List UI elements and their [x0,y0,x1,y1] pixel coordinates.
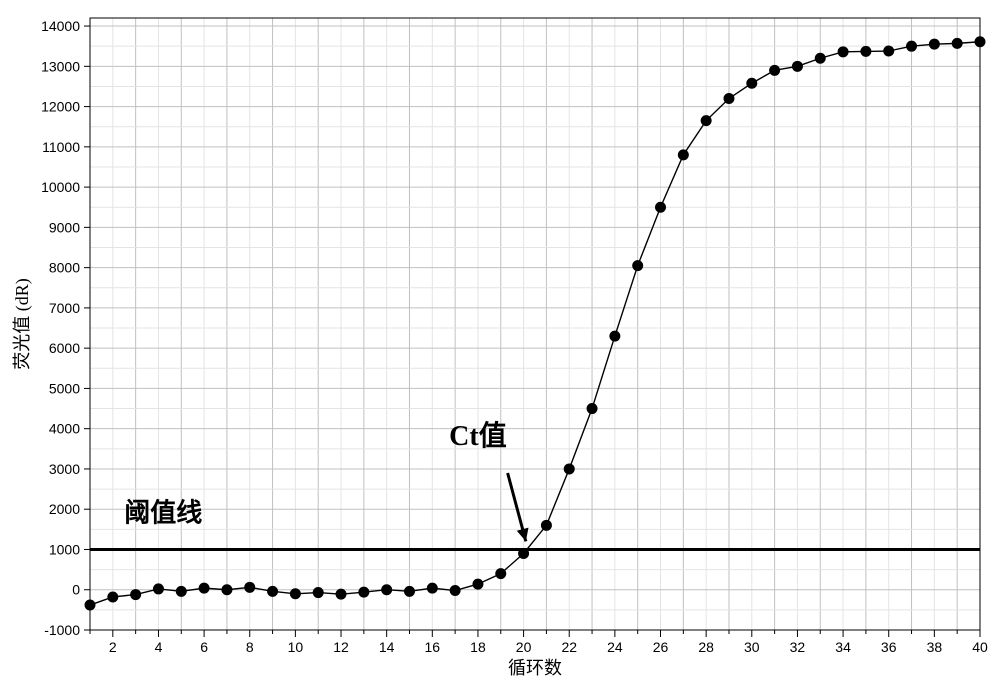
x-tick-label: 18 [470,639,486,655]
amplification-chart: -1000 0 1000 2000 3000 4000 5000 6000 7000 8000 90… [0,0,1000,686]
y-tick-label: 12000 [41,99,80,115]
x-tick-label: 10 [288,639,304,655]
x-tick-label: 14 [379,639,395,655]
series-marker [792,61,802,71]
series-marker [678,150,688,160]
series-marker [541,520,551,530]
plot-background [90,18,980,630]
series-marker [587,404,597,414]
x-tick-label: 36 [881,639,897,655]
x-tick-label: 38 [927,639,943,655]
series-marker [153,584,163,594]
series-marker [222,585,232,595]
series-marker [336,589,346,599]
x-tick-label: 26 [653,639,669,655]
series-marker [724,94,734,104]
x-tick-label: 22 [561,639,577,655]
y-tick-label: 6000 [49,340,80,356]
series-marker [815,53,825,63]
y-tick-label: 3000 [49,461,80,477]
series-marker [427,583,437,593]
series-marker [85,600,95,610]
y-tick-label: 0 [72,582,80,598]
x-tick-label: 40 [972,639,988,655]
x-tick-label: 30 [744,639,760,655]
y-tick-label: 4000 [49,421,80,437]
series-marker [268,586,278,596]
x-tick-label: 2 [109,639,117,655]
series-marker [473,579,483,589]
y-tick-label: 10000 [41,179,80,195]
series-marker [359,587,369,597]
y-tick-label: 5000 [49,380,80,396]
series-marker [290,589,300,599]
series-marker [747,78,757,88]
x-tick-label: 34 [835,639,851,655]
series-marker [952,38,962,48]
x-tick-label: 32 [790,639,806,655]
x-tick-label: 28 [698,639,714,655]
series-marker [519,549,529,559]
y-tick-label: 8000 [49,260,80,276]
x-tick-label: 12 [333,639,349,655]
series-marker [929,39,939,49]
series-marker [610,331,620,341]
series-marker [199,583,209,593]
series-marker [131,590,141,600]
ct-label: Ct值 [449,420,507,452]
series-marker [884,46,894,56]
series-marker [564,464,574,474]
chart-container: -1000 0 1000 2000 3000 4000 5000 6000 7000 8000 90… [0,0,1000,686]
y-tick-label: 2000 [49,501,80,517]
x-tick-label: 20 [516,639,532,655]
x-tick-label: 16 [425,639,441,655]
series-marker [450,586,460,596]
x-tick-label: 6 [200,639,208,655]
x-tick-label: 8 [246,639,254,655]
y-axis-title: 荧光值 (dR) [12,278,33,370]
series-marker [496,569,506,579]
x-axis-title: 循环数 [508,658,562,678]
y-tick-label: -1000 [44,622,80,638]
series-marker [176,586,186,596]
series-marker [108,592,118,602]
series-marker [382,585,392,595]
threshold-label: 阈值线 [124,498,202,527]
y-tick-label: 1000 [49,541,80,557]
series-marker [975,37,985,47]
y-tick-label: 14000 [41,18,80,34]
series-marker [838,47,848,57]
y-tick-label: 11000 [42,139,80,155]
y-tick-label: 9000 [49,219,80,235]
y-tick-label: 13000 [41,58,80,74]
series-marker [701,116,711,126]
y-tick-label: 7000 [49,300,80,316]
series-marker [861,46,871,56]
series-marker [656,202,666,212]
series-marker [404,586,414,596]
series-marker [907,41,917,51]
series-marker [313,588,323,598]
x-tick-label: 24 [607,639,623,655]
series-marker [770,65,780,75]
x-tick-label: 4 [155,639,163,655]
series-marker [633,261,643,271]
series-marker [245,582,255,592]
